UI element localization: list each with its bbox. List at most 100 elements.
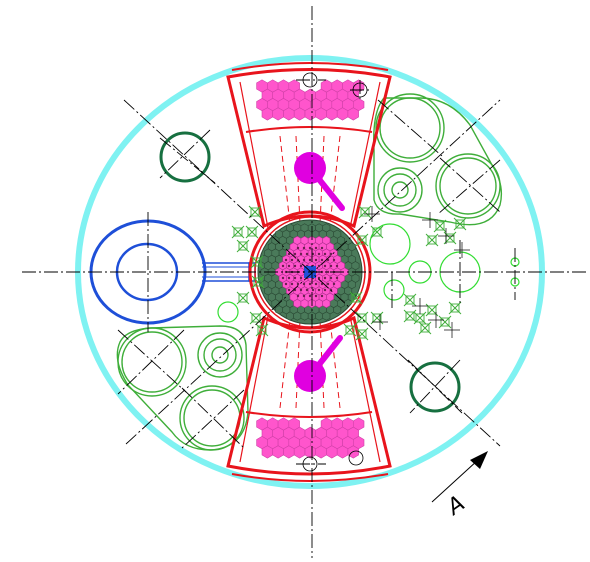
core-dot [335,276,339,280]
cross-marker [349,291,363,305]
cross-marker [355,233,369,247]
core-dot [320,282,324,286]
core-dot [299,288,303,292]
core-dot [287,288,291,292]
core-dot [332,258,336,262]
svg-text:A: A [441,491,469,521]
fuel-cell [304,107,317,121]
arrow-icon [470,451,488,469]
tick-marker [438,228,454,244]
cross-marker [370,225,384,239]
core-dot [296,246,300,250]
core-dot [302,258,306,262]
dark-aux-circle-lower [409,361,461,413]
cross-marker [251,275,265,289]
core-dot [314,258,318,262]
cross-marker [358,205,372,219]
fuel-zone-markers [302,72,368,472]
core-dot [329,252,333,256]
core-dot [308,246,312,250]
tick-marker [454,242,470,258]
cross-marker [248,205,262,219]
fuel-cell [326,107,338,121]
fuel-array-top [256,79,365,121]
core-dot [326,282,330,286]
tick-marker [372,314,388,330]
core-dot [320,258,324,262]
core-dot [329,276,333,280]
core-dot [290,282,294,286]
cross-marker [438,315,452,329]
core-dot [308,258,312,262]
fuel-cell [304,445,317,459]
view-arrow [431,451,488,503]
core-dot [320,294,324,298]
core-dot [284,258,288,262]
core-dot [326,270,330,274]
fuel-cell [272,445,284,459]
core-cell [333,305,342,315]
control-rod-lower [294,335,343,392]
tick-marker [444,322,460,338]
core-dot [299,276,303,280]
control-rod-upper [294,152,345,211]
core-cell [322,298,331,309]
core-dot [323,264,327,268]
core-dot [332,282,336,286]
core-dot [329,264,333,268]
cross-marker [403,293,417,307]
core-dot [281,276,285,280]
fuel-cell [336,445,349,459]
cross-marker [355,311,369,325]
core-dot [323,252,327,256]
cross-marker [250,255,264,269]
fuel-cell [283,107,295,121]
core-dot [305,252,309,256]
right-small-circles [369,223,520,301]
core-dot [284,282,288,286]
core-cell [293,298,302,309]
core-cell [300,298,309,309]
support-markers [231,205,467,341]
fuel-cell [293,107,306,121]
centerlines [22,6,586,558]
core-cell [286,311,294,321]
fuel-cell [315,107,327,121]
core-cell [275,305,284,315]
core-dot [317,252,321,256]
fuel-cell [336,107,349,121]
core-dot [293,276,297,280]
tick-markers [364,206,470,338]
cross-marker [418,321,432,335]
core-dot [299,252,303,256]
tick-marker [412,298,428,314]
fuel-cell [261,107,274,121]
cross-marker [433,219,447,233]
fuel-cell [272,107,284,121]
cross-marker [231,225,245,239]
cross-marker [448,301,462,315]
tick-marker [364,206,380,222]
cross-marker [403,309,417,323]
cross-marker [245,225,259,239]
core-dot [317,276,321,280]
fuel-cell [315,445,327,459]
core-dot [296,294,300,298]
core-dot [320,270,324,274]
cross-marker [236,291,250,305]
core-dot [323,276,327,280]
core-cell [322,311,331,321]
core-dot [335,264,339,268]
core-dot [326,258,330,262]
core-dot [308,294,312,298]
cross-marker [236,239,250,253]
cross-marker [249,311,263,325]
core-dot [293,252,297,256]
core-dot [314,294,318,298]
core-cell [300,311,309,321]
core-dot [314,246,318,250]
chamber-internal-dashes [279,135,341,409]
cross-marker [355,327,369,341]
chamber-hourglass [226,62,392,482]
